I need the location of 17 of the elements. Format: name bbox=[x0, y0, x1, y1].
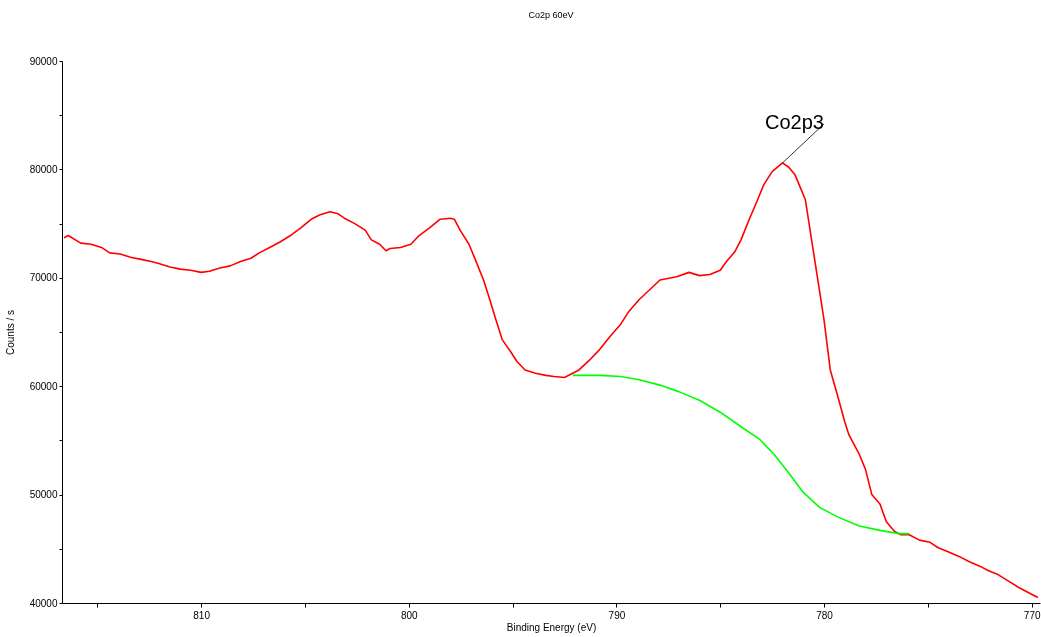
y-tick-label: 80000 bbox=[29, 163, 58, 175]
y-tick-label: 90000 bbox=[29, 55, 58, 67]
y-tick-label: 60000 bbox=[29, 380, 58, 392]
y-tick-label: 70000 bbox=[29, 272, 58, 284]
line-series bbox=[572, 374, 910, 535]
y-tick-label: 50000 bbox=[29, 489, 58, 501]
x-tick-label: 780 bbox=[816, 609, 834, 621]
y-axis-title: Counts / s bbox=[4, 309, 16, 356]
y-tick-label: 40000 bbox=[29, 597, 58, 609]
x-tick-label: 800 bbox=[400, 609, 419, 621]
x-tick-label: 770 bbox=[1023, 609, 1041, 621]
x-tick-label: 790 bbox=[608, 609, 626, 621]
annotation: Co2p3 bbox=[765, 110, 824, 133]
x-axis-title: Binding Energy (eV) bbox=[506, 621, 597, 633]
chart-title: Co2p 60eV bbox=[528, 10, 574, 20]
line-series bbox=[63, 162, 1039, 599]
x-tick-label: 810 bbox=[193, 609, 211, 621]
